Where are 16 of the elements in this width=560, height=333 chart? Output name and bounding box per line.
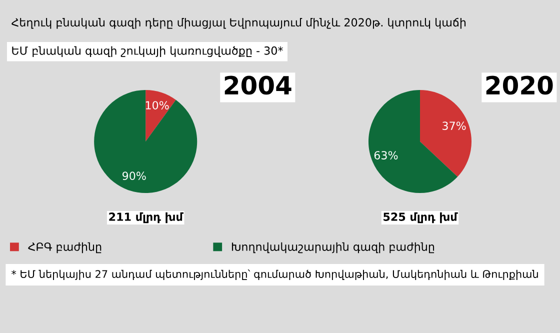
text: ԵՄ բնական գազի շուկայի կառուցվածքը - 30*: [12, 46, 283, 57]
text: 525 մլրդ խմ: [384, 212, 458, 224]
legend-label: Խողովակաշարային գազի բաժինը: [232, 242, 434, 254]
pie-slice: [146, 90, 176, 142]
data-label: 37%: [442, 122, 466, 130]
data-label: 10%: [146, 101, 169, 110]
data-label: 90%: [122, 172, 146, 180]
data-label: 63%: [374, 151, 398, 160]
chart-title: 2004: [224, 76, 292, 95]
text: Հեղուկ բնական գազի դերը միացյալ Եվրոպայում մինչև 2020թ. կտրուկ կաճի: [12, 18, 466, 29]
text: 211 մլրդ խմ: [109, 212, 184, 224]
legend-label: ՀԲԳ բաժինը: [28, 242, 102, 254]
chart-title: 2020: [486, 76, 553, 95]
text: * ԵՄ ներկայիս 27 անդամ պետությունները՝ գումարած Խորվաթիան, Մակեդոնիան և Թուրքիան: [12, 269, 538, 280]
pie-slice: [94, 90, 198, 194]
pie-slice: [420, 90, 472, 177]
